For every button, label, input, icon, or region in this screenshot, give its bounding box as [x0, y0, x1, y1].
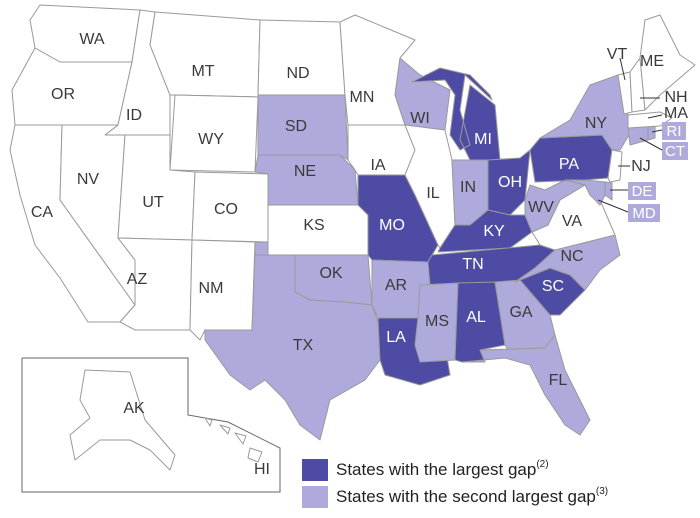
leader-ma: [647, 114, 663, 119]
label-ga: GA: [509, 304, 532, 321]
label-de: DE: [632, 183, 653, 200]
leader-md: [597, 199, 629, 213]
label-ky: KY: [483, 223, 505, 240]
label-ct: CT: [665, 143, 685, 160]
label-box-md: [628, 204, 660, 222]
legend-label-largest: States with the largest gap(2): [336, 459, 549, 480]
label-co: CO: [214, 201, 238, 218]
label-ks: KS: [303, 217, 324, 234]
label-ma: MA: [664, 105, 688, 122]
label-nm: NM: [199, 280, 224, 297]
label-al: AL: [466, 309, 486, 326]
label-ia: IA: [370, 157, 385, 174]
label-la: LA: [386, 329, 406, 346]
label-nj: NJ: [631, 158, 651, 175]
label-tx: TX: [293, 337, 314, 354]
label-box-ct: [662, 142, 688, 160]
label-pa: PA: [559, 156, 579, 173]
legend: States with the largest gap(2) States wi…: [302, 459, 608, 508]
label-wy: WY: [198, 131, 224, 148]
label-nd: ND: [286, 65, 309, 82]
legend-label-second: States with the second largest gap(3): [336, 486, 608, 507]
label-box-de: [628, 182, 656, 200]
label-oh: OH: [498, 174, 522, 191]
label-box-ri: [662, 122, 686, 140]
label-sd: SD: [285, 118, 307, 135]
label-ut: UT: [142, 194, 164, 211]
label-tn: TN: [462, 256, 483, 273]
state-ri[interactable]: [647, 125, 656, 141]
state-ak[interactable]: [69, 369, 176, 471]
label-ok: OK: [319, 265, 342, 282]
label-nh: NH: [664, 89, 687, 106]
state-md[interactable]: [564, 179, 606, 206]
label-md: MD: [632, 205, 655, 222]
inset-frame: [21, 357, 281, 493]
label-nc: NC: [560, 248, 583, 265]
label-me: ME: [640, 53, 664, 70]
label-fl: FL: [549, 372, 568, 389]
label-mi: MI: [474, 131, 492, 148]
legend-swatch-largest: [302, 459, 328, 481]
label-ny: NY: [585, 115, 608, 132]
state-nj[interactable]: [607, 149, 623, 183]
state-il[interactable]: [404, 124, 456, 249]
label-ne: NE: [294, 163, 316, 180]
state-wv[interactable]: [524, 179, 586, 233]
state-sd[interactable]: [257, 94, 349, 161]
label-ms: MS: [425, 313, 449, 330]
label-nv: NV: [77, 171, 100, 188]
label-wa: WA: [79, 31, 105, 48]
leader-vt: [619, 57, 626, 81]
label-wv: WV: [528, 199, 554, 216]
label-mn: MN: [350, 89, 375, 106]
label-ar: AR: [385, 277, 407, 294]
label-sc: SC: [542, 278, 564, 295]
legend-swatch-second: [302, 486, 328, 508]
leader-ct: [639, 137, 663, 151]
state-mt[interactable]: [149, 11, 261, 98]
state-fl[interactable]: [461, 334, 591, 436]
label-az: AZ: [127, 271, 148, 288]
label-ca: CA: [31, 204, 54, 221]
label-wi: WI: [410, 110, 430, 127]
label-mt: MT: [191, 63, 214, 80]
label-mo: MO: [379, 217, 405, 234]
state-hi[interactable]: [204, 417, 263, 463]
label-va: VA: [562, 213, 582, 230]
state-ct[interactable]: [627, 125, 649, 146]
state-me[interactable]: [639, 14, 696, 111]
state-labels: WA OR CA ID NV MT WY UT AZ CO NM ND SD N…: [31, 31, 688, 478]
label-or: OR: [51, 86, 75, 103]
label-vt: VT: [607, 46, 628, 63]
label-id: ID: [126, 107, 142, 124]
leader-ri: [651, 129, 663, 133]
label-il: IL: [426, 185, 439, 202]
label-hi: HI: [254, 461, 270, 478]
label-ri: RI: [667, 123, 682, 140]
state-nd[interactable]: [257, 19, 346, 96]
label-in: IN: [460, 179, 476, 196]
state-de[interactable]: [604, 181, 613, 201]
label-ak: AK: [123, 400, 145, 417]
state-nc[interactable]: [514, 234, 621, 291]
state-tx[interactable]: [204, 254, 381, 441]
